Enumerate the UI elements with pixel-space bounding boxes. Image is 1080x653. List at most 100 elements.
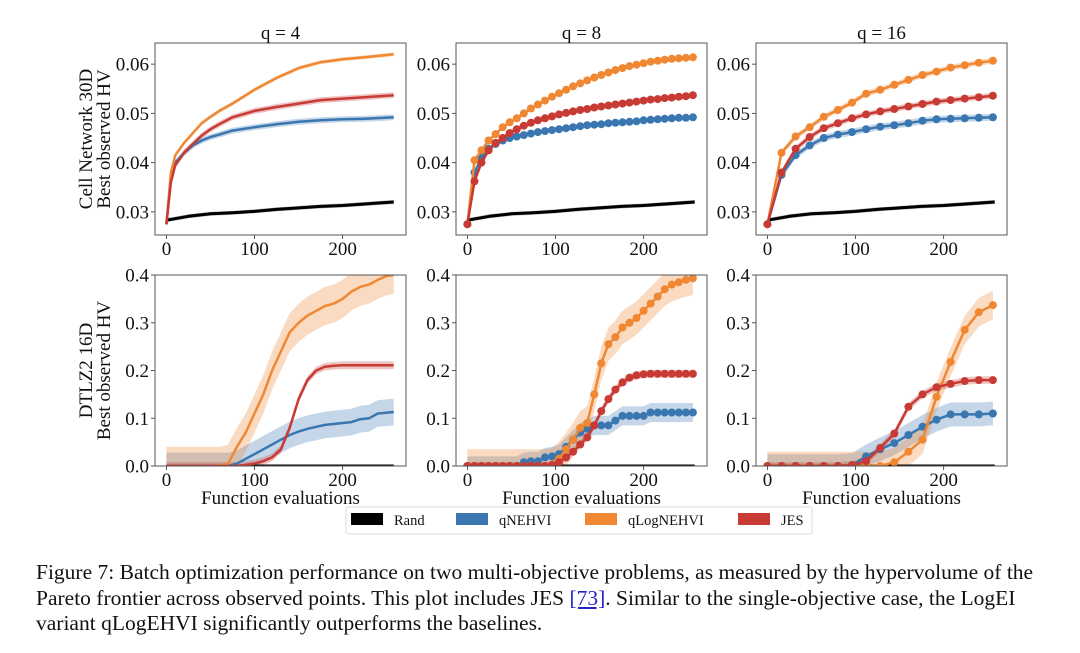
point-qlognehvi	[988, 301, 997, 310]
subplot-title: q = 4	[261, 23, 301, 44]
subplot-dtlz2-q4: 0 100 200 0.0 0.1 0.2 0.3 0.4 Function evaluatio…	[125, 266, 407, 509]
point-qnehvi	[604, 421, 613, 430]
point-qlognehvi	[562, 445, 571, 454]
point-qnehvi	[533, 128, 542, 137]
x-tick-label: 0	[463, 239, 473, 260]
y-tick-label: 0.3	[726, 313, 750, 334]
point-qlognehvi	[688, 53, 697, 62]
point-jes	[653, 369, 662, 378]
point-qnehvi	[667, 114, 676, 123]
point-jes	[569, 447, 578, 456]
point-qlognehvi	[569, 435, 578, 444]
x-tick-label: 100	[240, 470, 269, 491]
point-qnehvi	[611, 416, 620, 425]
point-jes	[932, 383, 941, 392]
point-qnehvi	[932, 415, 941, 424]
plot-area	[165, 52, 394, 228]
point-jes	[890, 105, 899, 113]
y-tick-label: 0.04	[417, 153, 451, 174]
point-qlognehvi	[498, 123, 507, 132]
point-qlognehvi	[590, 390, 599, 399]
y-tick-label: 0.03	[116, 202, 149, 223]
point-qnehvi	[526, 129, 535, 138]
y-tick-label: 0.4	[426, 266, 450, 287]
point-qlognehvi	[526, 104, 535, 113]
band-qnehvi	[166, 398, 394, 466]
point-qnehvi	[876, 122, 885, 131]
point-jes	[555, 110, 563, 119]
point-jes	[974, 376, 983, 385]
point-jes	[791, 462, 800, 466]
point-qnehvi	[632, 117, 641, 126]
point-jes	[491, 138, 500, 147]
legend: Rand qNEHVI qLogNEHVI JES	[345, 506, 813, 535]
citation-link[interactable]: [73]	[569, 585, 606, 610]
point-qlognehvi	[974, 308, 983, 317]
point-qlognehvi	[681, 275, 690, 284]
point-qlognehvi	[583, 419, 592, 427]
point-qlognehvi	[805, 123, 814, 132]
point-qnehvi	[688, 113, 697, 122]
point-qlognehvi	[625, 318, 634, 327]
subplot-dtlz2-q8: 0 100 200 0.0 0.1 0.2 0.3 0.4 Function evaluatio…	[426, 266, 708, 509]
x-tick-label: 0	[463, 470, 473, 491]
point-qnehvi	[519, 131, 528, 140]
point-qlognehvi	[533, 100, 542, 109]
point-qnehvi	[890, 121, 899, 130]
y-tick-label: 0.03	[417, 202, 450, 223]
band-qlognehvi	[767, 290, 993, 466]
point-qlognehvi	[590, 73, 599, 82]
y-axis-label-metric: Best observed HV	[94, 301, 115, 441]
axes-frame	[455, 42, 708, 236]
point-qlognehvi	[583, 76, 592, 85]
point-qlognehvi	[819, 112, 828, 121]
point-jes	[618, 378, 627, 387]
point-qlognehvi	[576, 79, 585, 88]
point-qlognehvi	[890, 458, 899, 466]
point-qnehvi	[569, 123, 578, 132]
point-qlognehvi	[611, 66, 620, 75]
point-jes	[470, 177, 479, 186]
point-qnehvi	[946, 410, 955, 419]
y-tick-label: 0.06	[116, 55, 149, 76]
y-tick-label: 0.1	[726, 409, 750, 430]
point-qlognehvi	[632, 60, 641, 69]
point-qlognehvi	[833, 106, 842, 114]
legend-label: qNEHVI	[499, 513, 552, 529]
point-qnehvi	[988, 113, 997, 122]
y-tick-label: 0.0	[726, 457, 750, 478]
point-jes	[848, 461, 856, 466]
point-jes	[876, 443, 885, 452]
point-qnehvi	[988, 409, 997, 418]
x-tick-label: 0	[162, 239, 172, 260]
point-qnehvi	[562, 124, 571, 133]
point-jes	[576, 440, 585, 449]
point-qnehvi	[974, 113, 983, 122]
point-qnehvi	[819, 134, 828, 142]
point-jes	[763, 220, 772, 229]
point-jes	[904, 102, 913, 111]
point-jes	[791, 144, 800, 153]
point-jes	[604, 101, 613, 110]
point-qnehvi	[904, 431, 913, 439]
point-qnehvi	[932, 115, 941, 124]
point-jes	[667, 93, 676, 102]
point-jes	[819, 462, 828, 466]
legend-item-qnehvi: qNEHVI	[456, 513, 552, 529]
point-jes	[477, 158, 486, 167]
x-axis-label: Function evaluations	[802, 488, 961, 509]
point-qnehvi	[848, 128, 856, 137]
subplot-title: q = 16	[857, 23, 906, 44]
caption-label: Figure 7:	[36, 560, 115, 584]
point-qlognehvi	[988, 56, 997, 65]
point-qlognehvi	[618, 323, 627, 332]
point-jes	[904, 402, 913, 411]
x-tick-label: 100	[240, 239, 269, 260]
point-qnehvi	[946, 114, 955, 123]
point-jes	[597, 102, 606, 111]
x-tick-label: 200	[929, 470, 958, 491]
point-qlognehvi	[512, 114, 521, 123]
y-tick-label: 0.03	[717, 202, 750, 223]
legend-item-qlognehvi: qLogNEHVI	[585, 513, 704, 529]
point-qnehvi	[667, 408, 676, 417]
